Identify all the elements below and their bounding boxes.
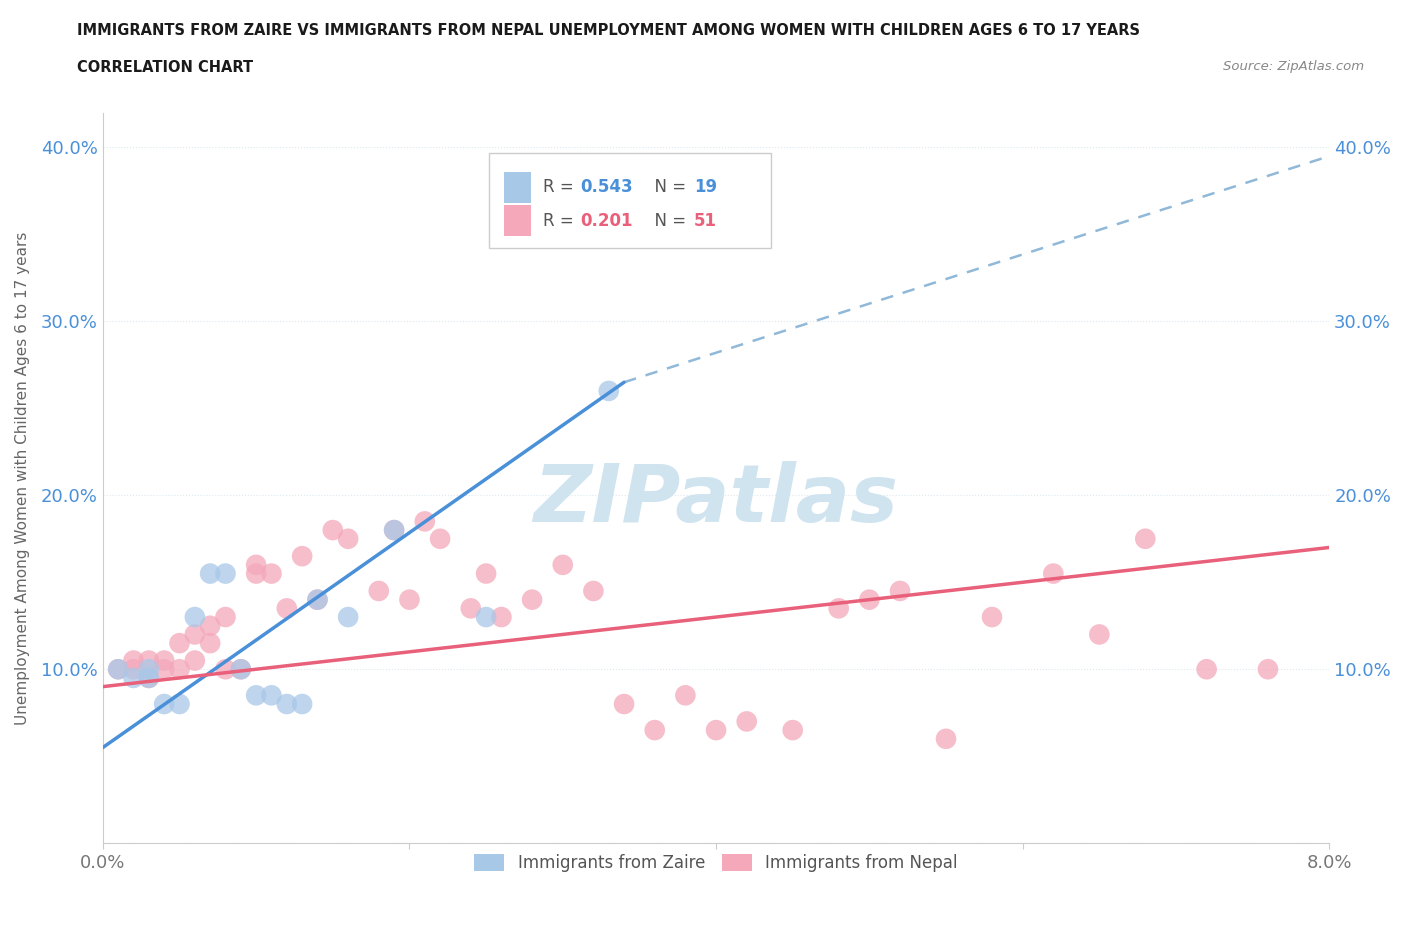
Point [644,723,666,737]
Point [198,566,221,581]
Point [276,697,298,711]
Point [291,549,314,564]
Point [460,601,482,616]
Point [551,557,574,572]
Point [169,636,191,651]
Point [582,583,605,598]
Point [337,531,360,546]
Point [153,653,176,668]
Point [107,662,129,677]
Point [322,523,344,538]
Point [382,523,405,538]
Point [184,653,207,668]
Point [122,662,145,677]
Point [276,601,298,616]
Point [245,566,267,581]
Point [935,731,957,746]
Point [398,592,420,607]
Point [107,662,129,677]
Point [169,697,191,711]
Point [858,592,880,607]
Text: R =: R = [543,212,579,230]
Point [153,662,176,677]
Point [981,609,1004,624]
Point [138,671,160,685]
Point [153,697,176,711]
Point [337,609,360,624]
Text: 19: 19 [695,179,717,196]
Text: 51: 51 [695,212,717,230]
Y-axis label: Unemployment Among Women with Children Ages 6 to 17 years: Unemployment Among Women with Children A… [15,232,30,724]
Point [122,653,145,668]
Point [260,688,283,703]
Point [782,723,804,737]
Point [429,531,451,546]
Point [673,688,696,703]
Point [214,566,236,581]
Point [828,601,851,616]
Point [198,618,221,633]
Point [382,523,405,538]
Point [214,609,236,624]
Point [475,566,498,581]
Point [138,653,160,668]
Point [704,723,727,737]
Point [1257,662,1279,677]
Point [138,662,160,677]
Text: N =: N = [644,212,692,230]
Point [214,662,236,677]
Point [475,609,498,624]
Point [184,627,207,642]
Point [245,688,267,703]
Text: CORRELATION CHART: CORRELATION CHART [77,60,253,75]
Text: R =: R = [543,179,579,196]
FancyBboxPatch shape [489,153,772,247]
Point [260,566,283,581]
Point [520,592,543,607]
FancyBboxPatch shape [503,206,531,236]
Text: 0.543: 0.543 [579,179,633,196]
Point [291,697,314,711]
Point [307,592,329,607]
Point [1135,531,1157,546]
Point [184,609,207,624]
Point [198,636,221,651]
Text: 0.201: 0.201 [579,212,633,230]
Point [491,609,513,624]
Legend: Immigrants from Zaire, Immigrants from Nepal: Immigrants from Zaire, Immigrants from N… [468,847,965,879]
Point [138,671,160,685]
Point [367,583,389,598]
Point [169,662,191,677]
Point [229,662,252,677]
Point [1088,627,1111,642]
Point [122,671,145,685]
FancyBboxPatch shape [503,172,531,203]
Text: N =: N = [644,179,692,196]
Point [307,592,329,607]
Point [245,557,267,572]
Text: IMMIGRANTS FROM ZAIRE VS IMMIGRANTS FROM NEPAL UNEMPLOYMENT AMONG WOMEN WITH CHI: IMMIGRANTS FROM ZAIRE VS IMMIGRANTS FROM… [77,23,1140,38]
Text: Source: ZipAtlas.com: Source: ZipAtlas.com [1223,60,1364,73]
Point [735,714,758,729]
Point [1195,662,1218,677]
Point [1042,566,1064,581]
Point [889,583,911,598]
Text: ZIPatlas: ZIPatlas [533,461,898,538]
Point [598,383,620,398]
Point [613,697,636,711]
Point [413,514,436,529]
Point [229,662,252,677]
